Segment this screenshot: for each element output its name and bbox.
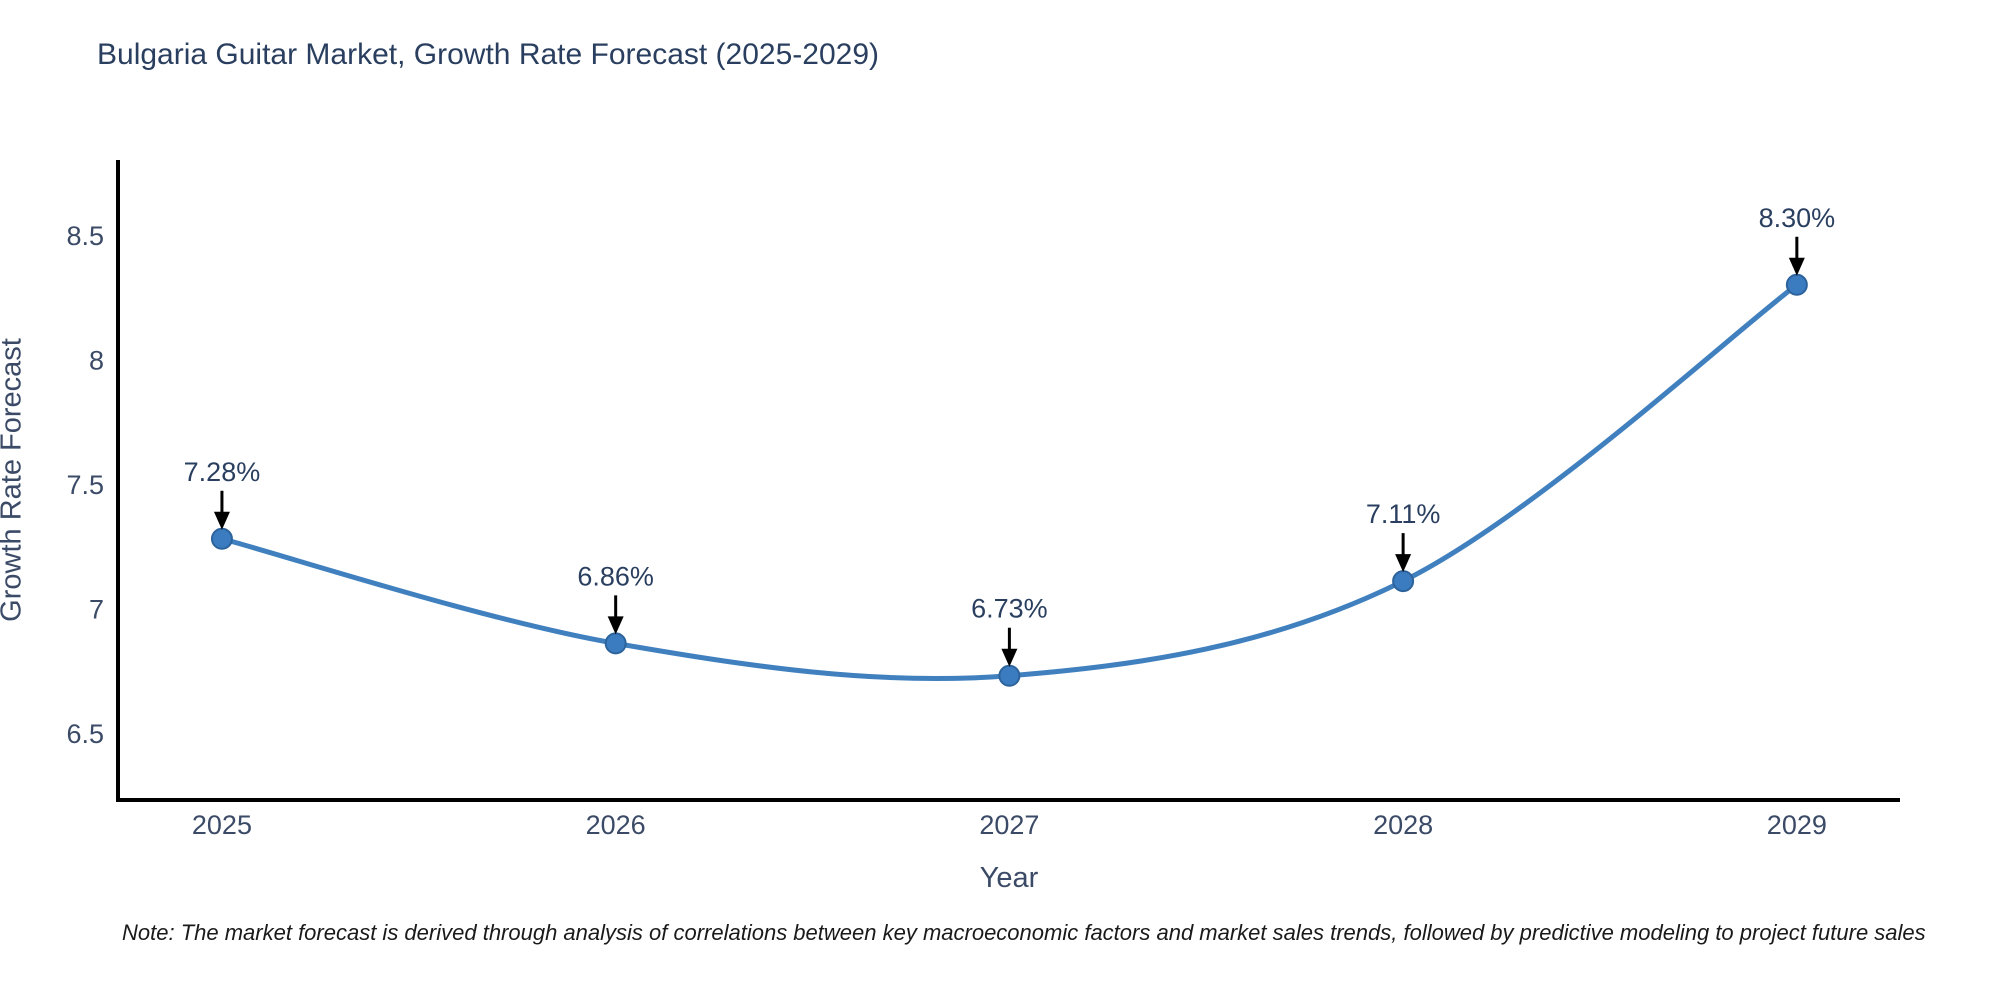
data-point-label: 6.86% — [577, 561, 654, 591]
x-tick-label: 2026 — [586, 810, 646, 840]
data-point-marker[interactable] — [998, 664, 1021, 687]
chart-title: Bulgaria Guitar Market, Growth Rate Fore… — [97, 38, 880, 71]
y-tick-label: 8 — [89, 345, 104, 375]
data-point-marker[interactable] — [210, 527, 233, 550]
data-point-label: 7.11% — [1366, 499, 1441, 529]
x-tick-label: 2028 — [1373, 810, 1433, 840]
y-tick-label: 7.5 — [66, 470, 104, 500]
x-axis-title: Year — [979, 862, 1039, 894]
x-tick-label: 2029 — [1767, 810, 1827, 840]
annotation-arrow-head — [1788, 257, 1805, 276]
y-tick-label: 8.5 — [66, 221, 104, 251]
annotation-arrow-head — [213, 511, 230, 530]
data-point-marker[interactable] — [1785, 273, 1808, 296]
data-point-label: 6.73% — [971, 594, 1048, 624]
y-axis-title: Growth Rate Forecast — [0, 338, 28, 622]
data-point-marker[interactable] — [604, 632, 627, 655]
annotation-arrow-head — [1001, 648, 1018, 667]
annotation-arrow-head — [607, 616, 624, 635]
y-tick-label: 7 — [89, 594, 104, 624]
data-point-label: 7.28% — [184, 457, 261, 487]
x-tick-label: 2025 — [192, 810, 252, 840]
data-point-marker[interactable] — [1392, 570, 1415, 593]
annotation-arrow-head — [1395, 554, 1412, 573]
y-tick-label: 6.5 — [66, 719, 104, 749]
footnote: Note: The market forecast is derived thr… — [122, 920, 1926, 945]
axis-lines — [116, 160, 1900, 802]
x-tick-label: 2027 — [979, 810, 1039, 840]
data-point-label: 8.30% — [1759, 203, 1836, 233]
